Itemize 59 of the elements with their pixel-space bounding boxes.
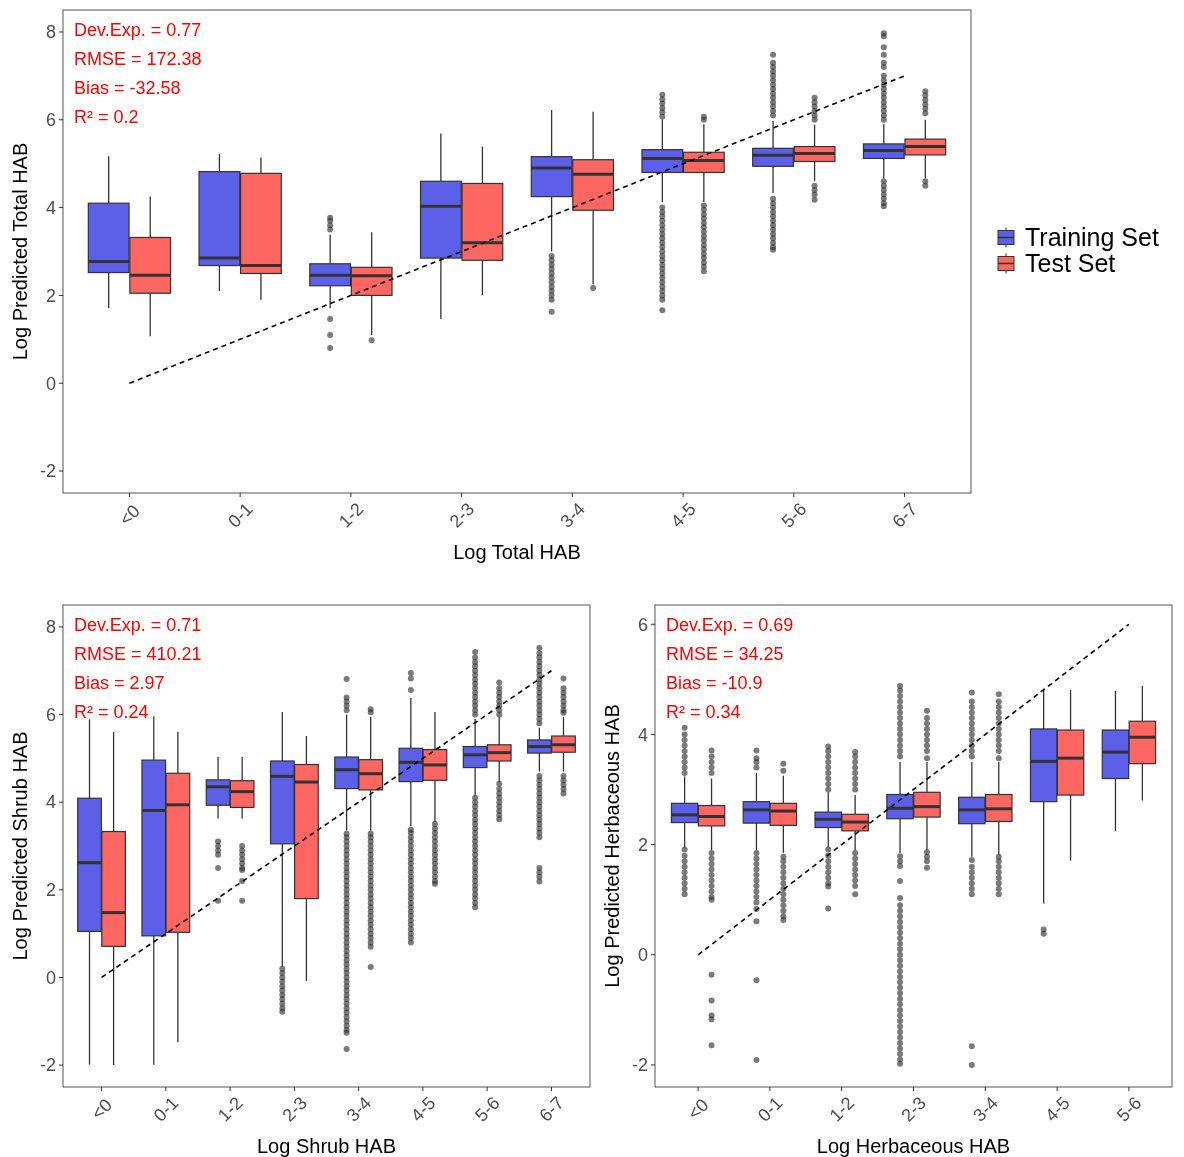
x-tick-label: 0-1: [753, 1092, 787, 1126]
x-tick-label: 1-2: [214, 1092, 247, 1126]
y-tick-label: 0: [45, 967, 56, 988]
x-tick-label: 4-5: [667, 498, 700, 532]
annotation: Dev.Exp. = 0.77: [74, 20, 202, 40]
x-tick-label: <0: [683, 1094, 713, 1124]
x-tick-label: 2-3: [445, 498, 479, 532]
annotation: Bias = 2.97: [74, 673, 165, 693]
y-tick-label: 2: [637, 834, 648, 855]
y-tick-label: 0: [45, 373, 56, 394]
x-axis-title: Log Shrub HAB: [257, 1135, 396, 1157]
y-tick-label: 4: [637, 724, 648, 745]
x-tick-label: 5-6: [777, 498, 811, 532]
x-tick-label: <0: [87, 1094, 117, 1124]
annotation: R² = 0.34: [666, 702, 741, 722]
y-tick-label: 2: [45, 880, 56, 901]
x-tick-label: 1-2: [334, 498, 368, 532]
annotation: R² = 0.2: [74, 107, 139, 127]
x-tick-label: 3-4: [969, 1092, 1002, 1126]
annotation: Dev.Exp. = 0.69: [666, 615, 794, 635]
x-tick-label: 1-2: [825, 1092, 859, 1126]
y-tick-label: 4: [45, 792, 56, 813]
x-tick-label: 6-7: [535, 1092, 568, 1126]
legend-label: Training Set: [1025, 223, 1159, 252]
y-tick-label: -2: [631, 1055, 648, 1076]
x-tick-label: 0-1: [149, 1092, 183, 1126]
x-tick-label: 4-5: [406, 1092, 440, 1126]
y-tick-label: 0: [637, 945, 648, 966]
annotation: Dev.Exp. = 0.71: [74, 615, 202, 635]
x-tick-label: 2-3: [278, 1092, 311, 1126]
y-tick-label: 8: [45, 617, 56, 638]
y-tick-label: -2: [39, 1055, 56, 1076]
x-tick-label: 4-5: [1041, 1092, 1074, 1126]
x-tick-label: 3-4: [556, 498, 589, 532]
x-tick-label: 5-6: [1112, 1092, 1146, 1126]
x-tick-label: 2-3: [897, 1092, 930, 1126]
annotation: R² = 0.24: [74, 702, 149, 722]
x-axis-title: Log Herbaceous HAB: [816, 1135, 1011, 1157]
x-axis-title: Log Total HAB: [453, 541, 581, 563]
annotation: RMSE = 34.25: [666, 644, 784, 664]
x-tick-label: 3-4: [342, 1092, 376, 1126]
annotation: Bias = -32.58: [74, 78, 181, 98]
x-tick-label: 5-6: [471, 1092, 504, 1126]
y-tick-label: 6: [45, 110, 56, 131]
y-axis-title: Log Predicted Total HAB: [9, 142, 31, 361]
y-tick-label: 2: [45, 285, 56, 306]
y-axis-title: Log Predicted Shrub HAB: [9, 731, 31, 961]
y-tick-label: 4: [45, 197, 56, 218]
x-tick-label: <0: [115, 500, 144, 530]
y-tick-label: 6: [637, 614, 648, 635]
y-tick-label: 8: [45, 22, 56, 43]
y-tick-label: 6: [45, 704, 56, 725]
y-axis-title: Log Predicted Herbaceous HAB: [601, 704, 623, 988]
annotation: RMSE = 410.21: [74, 644, 202, 664]
annotation: Bias = -10.9: [666, 673, 763, 693]
x-tick-label: 0-1: [224, 498, 257, 532]
annotation: RMSE = 172.38: [74, 49, 202, 69]
x-tick-label: 6-7: [888, 498, 922, 532]
y-tick-label: -2: [39, 461, 56, 482]
